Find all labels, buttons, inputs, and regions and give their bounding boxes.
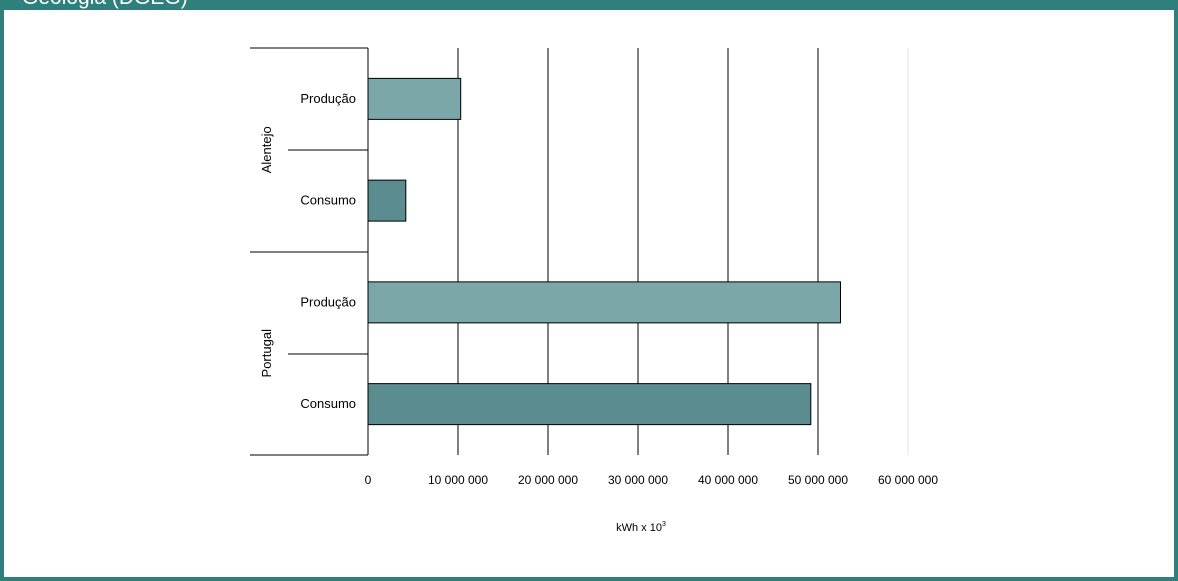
group-label: Alentejo bbox=[259, 126, 274, 173]
axes bbox=[250, 47, 369, 456]
category-label: Consumo bbox=[300, 193, 356, 208]
bar-portugal-producao bbox=[367, 281, 841, 324]
category-label: Produção bbox=[300, 294, 356, 309]
x-tick-label: 40 000 000 bbox=[698, 473, 758, 487]
category-label: Consumo bbox=[300, 396, 356, 411]
x-tick-label: 30 000 000 bbox=[608, 473, 668, 487]
x-tick-label: 10 000 000 bbox=[428, 473, 488, 487]
bar-alentejo-consumo bbox=[367, 179, 407, 222]
category-label: Produção bbox=[300, 91, 356, 106]
title-bar: Geologia (DGEG) bbox=[0, 0, 1178, 10]
window-title: Geologia (DGEG) bbox=[22, 0, 188, 9]
x-axis-title: kWh x 103 bbox=[616, 521, 666, 534]
x-tick-label: 0 bbox=[365, 473, 372, 487]
x-tick-label: 50 000 000 bbox=[788, 473, 848, 487]
x-tick-label: 60 000 000 bbox=[878, 473, 938, 487]
labels: 0 10 000 000 20 000 000 30 000 000 40 000 00… bbox=[259, 91, 938, 487]
bar-portugal-consumo bbox=[367, 383, 812, 426]
bar-alentejo-producao bbox=[367, 77, 462, 120]
x-tick-label: 20 000 000 bbox=[518, 473, 578, 487]
group-label: Portugal bbox=[259, 329, 274, 378]
bars bbox=[367, 77, 841, 426]
